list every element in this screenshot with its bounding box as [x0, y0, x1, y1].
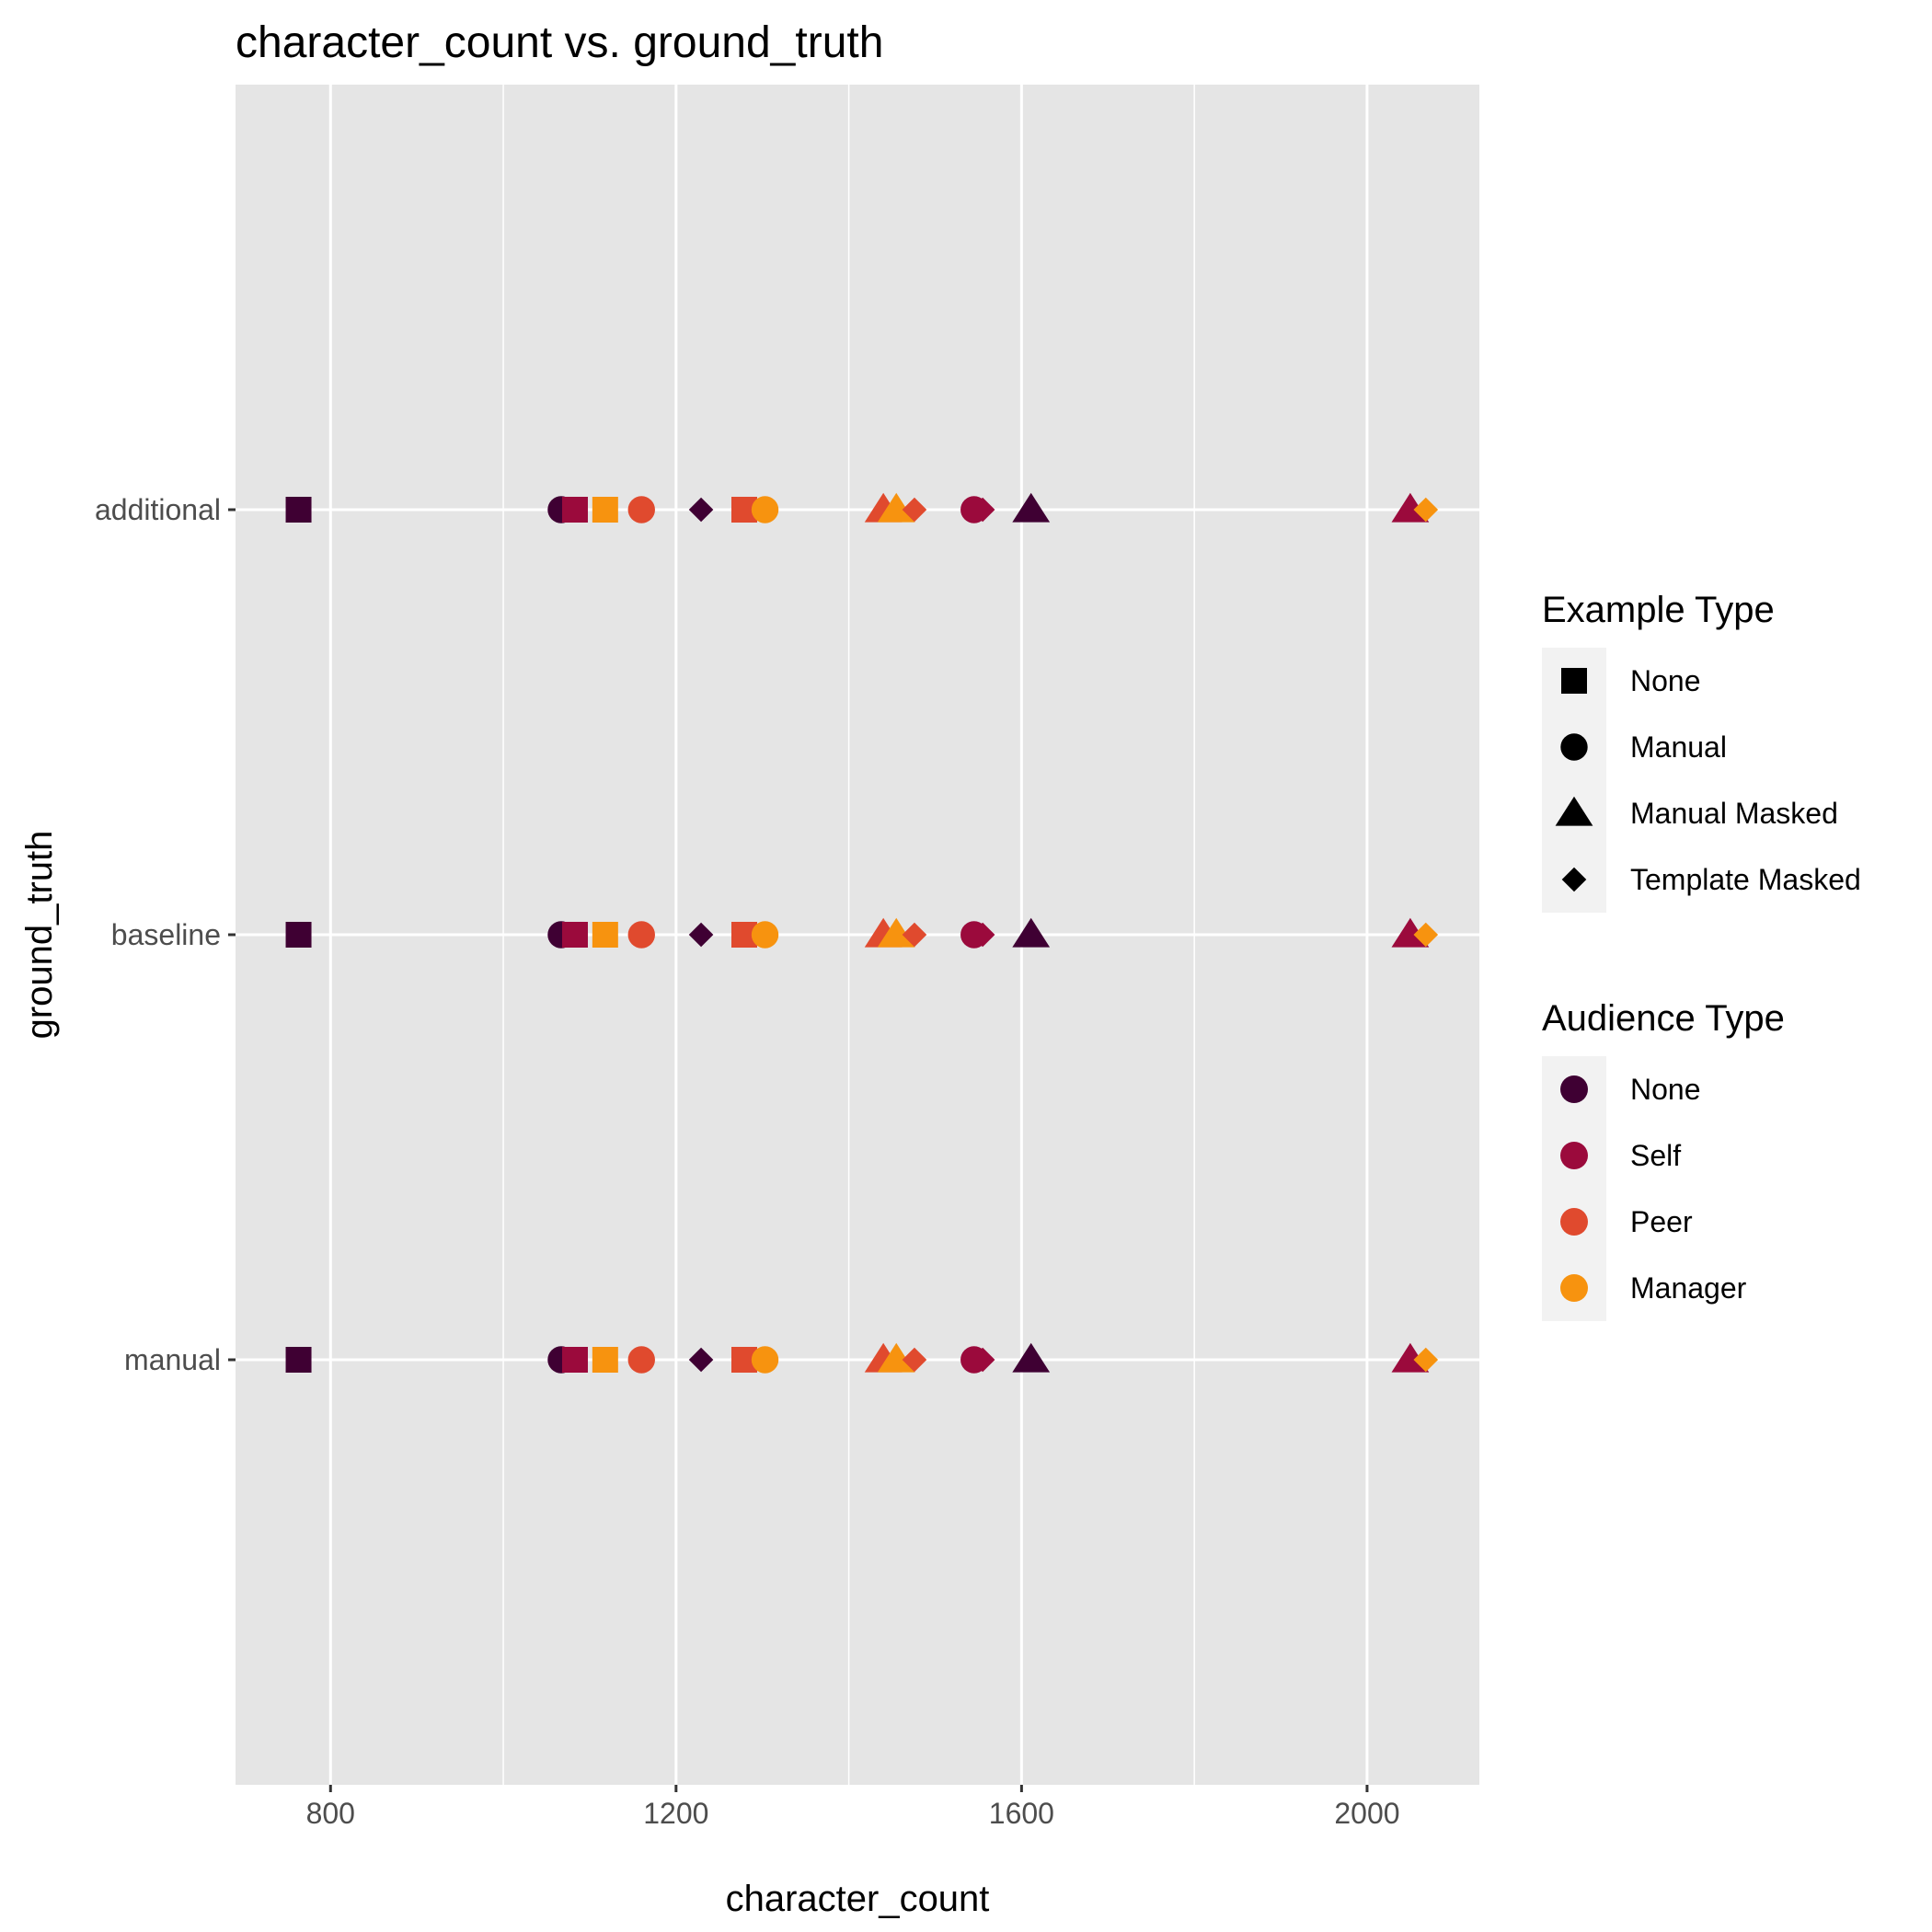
- data-point: [627, 1346, 655, 1374]
- data-point: [592, 1347, 618, 1373]
- legend-key-color-icon: [1560, 1142, 1588, 1169]
- y-tick-label: manual: [124, 1343, 221, 1376]
- data-point: [877, 917, 915, 948]
- data-point: [285, 922, 312, 948]
- legend-label: Template Masked: [1630, 863, 1861, 896]
- x-tick-label: 2000: [1334, 1797, 1399, 1830]
- data-point: [1012, 1342, 1051, 1373]
- data-point: [751, 1346, 779, 1374]
- data-point: [751, 496, 779, 523]
- legend-label: Peer: [1630, 1205, 1693, 1238]
- data-point: [902, 922, 927, 948]
- data-point: [877, 1342, 915, 1373]
- data-point: [688, 1347, 714, 1373]
- legend-label: Manual: [1630, 730, 1727, 764]
- x-tick-label: 1600: [989, 1797, 1054, 1830]
- y-axis-ticks: manual baseline additional: [95, 493, 236, 1376]
- data-point: [970, 1347, 995, 1373]
- x-axis-ticks: 800 1200 1600 2000: [306, 1785, 1400, 1830]
- data-point: [561, 1347, 588, 1373]
- data-point: [688, 497, 714, 523]
- data-point: [627, 921, 655, 949]
- legend-label: None: [1630, 1073, 1701, 1106]
- data-point: [561, 497, 588, 523]
- legend-label: Self: [1630, 1139, 1681, 1172]
- example-type-legend-title: Example Type: [1542, 590, 1775, 630]
- audience-type-legend-title: Audience Type: [1542, 998, 1785, 1039]
- audience-type-legend: Audience Type None Self Peer Manager: [1542, 998, 1785, 1321]
- y-tick-label: additional: [95, 493, 221, 526]
- data-point: [561, 922, 588, 948]
- data-point: [1012, 917, 1051, 948]
- data-point: [285, 1347, 312, 1373]
- data-point: [592, 922, 618, 948]
- y-tick-label: baseline: [111, 918, 221, 951]
- x-tick-label: 1200: [643, 1797, 708, 1830]
- data-point: [902, 1347, 927, 1373]
- chart-title: character_count vs. ground_truth: [236, 18, 883, 67]
- legend-key-color-icon: [1560, 1274, 1588, 1302]
- data-point: [1413, 922, 1439, 948]
- data-point: [1413, 1347, 1439, 1373]
- example-type-legend: Example Type None Manual Manual Masked Temp…: [1542, 590, 1861, 913]
- data-point: [592, 497, 618, 523]
- data-point: [688, 922, 714, 948]
- data-point: [751, 921, 779, 949]
- x-tick-label: 800: [306, 1797, 355, 1830]
- data-point: [1413, 497, 1439, 523]
- legend-label: Manual Masked: [1630, 797, 1838, 830]
- data-point: [970, 497, 995, 523]
- data-point: [877, 492, 915, 523]
- legend-key-color-icon: [1560, 1075, 1588, 1103]
- legend-key-color-icon: [1560, 1208, 1588, 1236]
- data-points: [285, 492, 1439, 1374]
- x-axis-title: character_count: [726, 1879, 990, 1919]
- legend-key-triangle-icon: [1555, 796, 1593, 826]
- data-point: [1012, 492, 1051, 523]
- legend-key-square-icon: [1561, 668, 1587, 694]
- legend-label: None: [1630, 664, 1701, 697]
- data-point: [285, 497, 312, 523]
- data-point: [627, 496, 655, 523]
- y-axis-title: ground_truth: [19, 831, 60, 1040]
- data-point: [902, 497, 927, 523]
- data-point: [970, 922, 995, 948]
- legend-key-diamond-icon: [1561, 867, 1587, 892]
- legend-label: Manager: [1630, 1271, 1747, 1305]
- legend-key-circle-icon: [1560, 733, 1588, 761]
